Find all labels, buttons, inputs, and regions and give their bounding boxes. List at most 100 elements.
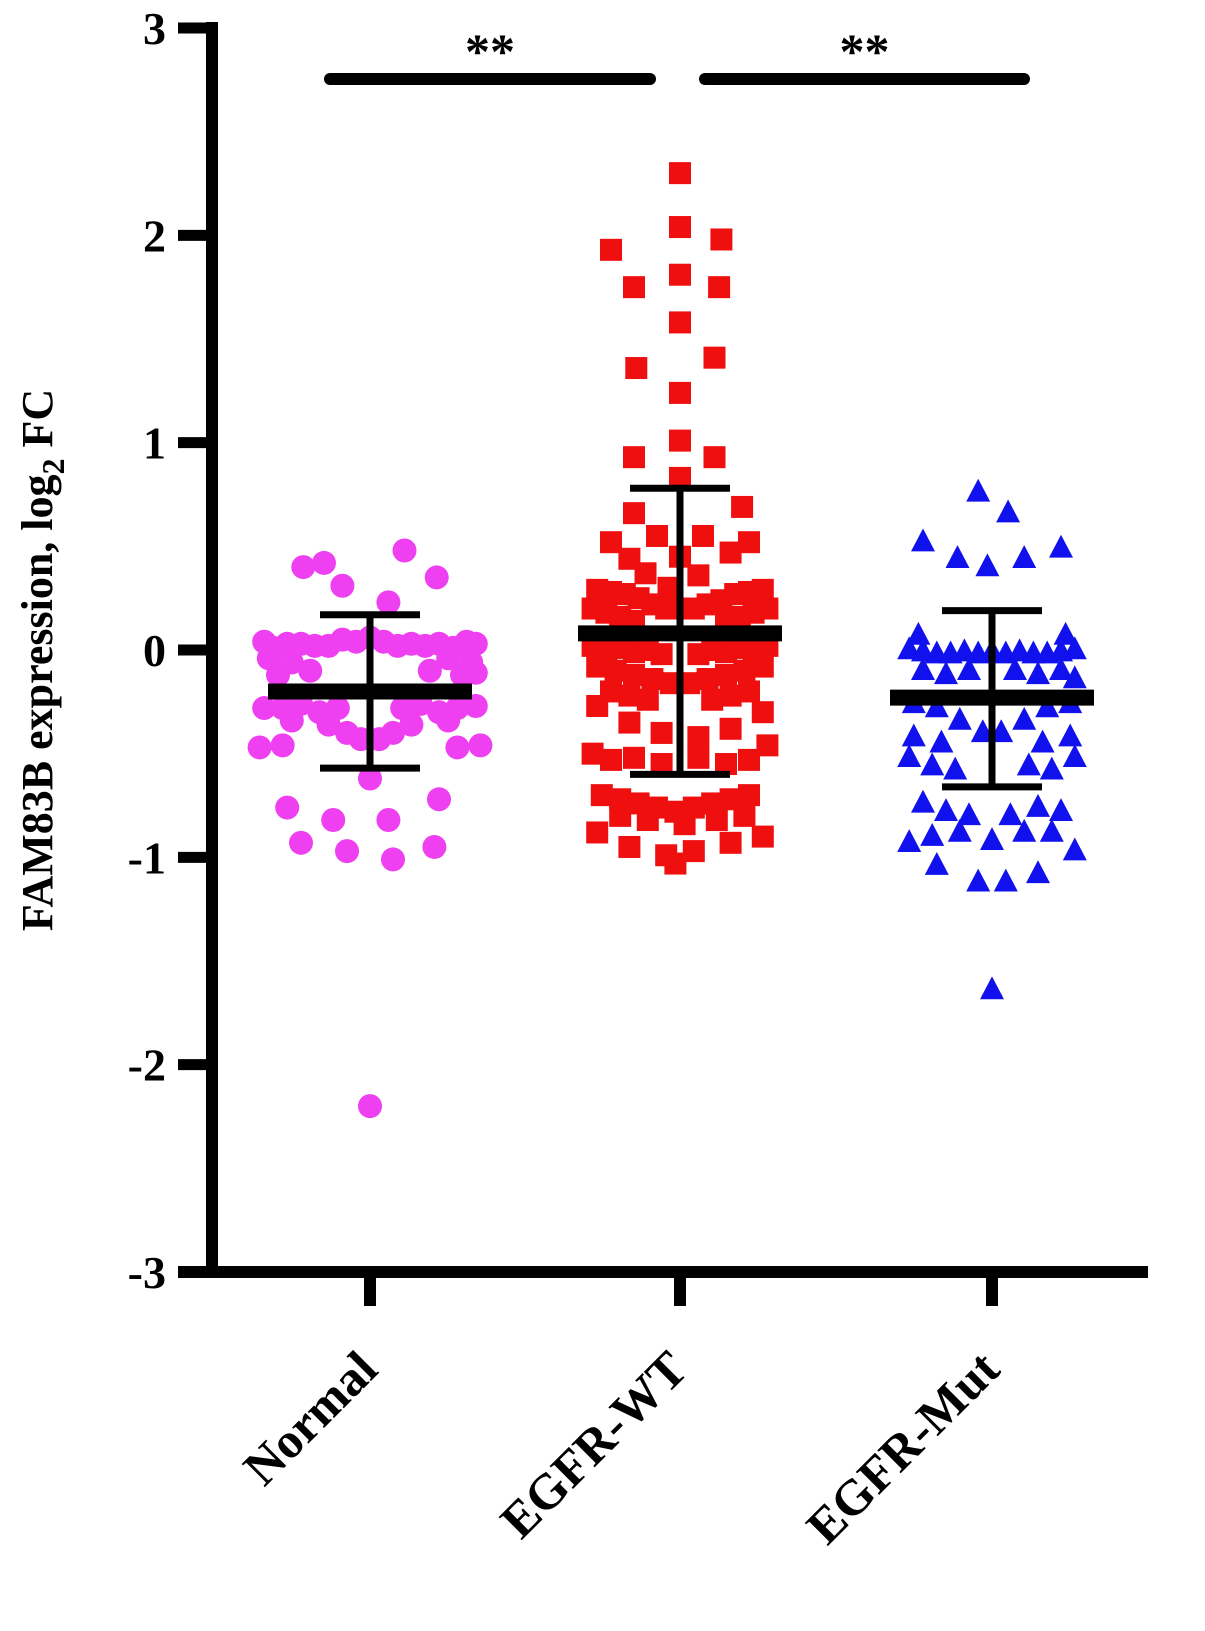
data-point [1062, 837, 1087, 861]
x-category-label: Normal [232, 1340, 388, 1496]
data-point [924, 694, 949, 718]
data-point [623, 446, 645, 469]
data-point [247, 735, 272, 760]
data-point [934, 798, 958, 821]
data-point [678, 672, 701, 695]
data-point [463, 660, 488, 685]
y-axis-label-subscript: 2 [35, 458, 71, 474]
data-point [687, 726, 710, 749]
data-point [715, 663, 737, 686]
x-category-label: EGFR-WT [489, 1340, 698, 1549]
data-point [1049, 534, 1073, 558]
data-point [751, 825, 774, 848]
data-point [920, 822, 945, 846]
data-point [252, 696, 277, 721]
data-point [275, 795, 300, 820]
data-point [581, 742, 604, 765]
data-point [330, 573, 355, 598]
data-point [945, 545, 970, 569]
y-tick-label: 1 [143, 418, 166, 469]
data-point [687, 746, 710, 769]
data-point [1026, 793, 1050, 817]
y-tick-label: -3 [128, 1247, 166, 1298]
y-axis-label-main: FAM83B expression, log [13, 474, 62, 931]
data-point [641, 668, 664, 691]
y-tick-label: -2 [128, 1040, 166, 1091]
data-point [756, 734, 779, 757]
data-point [657, 576, 680, 599]
data-point [586, 694, 609, 717]
data-point [669, 216, 691, 239]
data-point [705, 809, 728, 832]
data-point [738, 680, 760, 703]
data-point [655, 597, 678, 620]
data-point [929, 729, 954, 753]
data-point [710, 228, 733, 251]
data-point [1049, 657, 1073, 680]
data-point [623, 746, 645, 769]
data-point [266, 662, 290, 687]
data-point [911, 657, 935, 680]
data-point [897, 744, 922, 768]
data-point [669, 466, 691, 489]
data-point [934, 661, 958, 685]
data-point [1062, 636, 1087, 660]
data-point [335, 839, 359, 864]
data-point [703, 446, 726, 469]
data-point [719, 831, 742, 854]
data-point [376, 808, 401, 833]
data-point [463, 693, 488, 718]
data-point [738, 748, 760, 771]
data-point [358, 766, 382, 791]
data-point [901, 723, 926, 747]
data-point [669, 381, 691, 404]
data-point [664, 852, 687, 875]
data-point [650, 721, 673, 744]
data-point [957, 802, 981, 826]
data-point [1053, 621, 1078, 645]
data-point [646, 524, 668, 547]
y-tick-label: 2 [143, 210, 166, 261]
data-point [1003, 657, 1027, 680]
data-point [701, 688, 724, 711]
data-point [636, 809, 659, 832]
data-point [399, 712, 424, 737]
data-point [424, 565, 449, 590]
data-point [1062, 665, 1087, 689]
data-point [708, 276, 731, 299]
data-point [897, 829, 922, 853]
data-point [996, 499, 1021, 523]
data-point [756, 597, 779, 620]
data-point [998, 802, 1023, 826]
data-point [1026, 860, 1050, 884]
data-point [623, 502, 645, 525]
data-point [609, 788, 632, 811]
data-point [738, 531, 760, 554]
data-point [291, 555, 316, 580]
data-point [659, 672, 682, 695]
data-point [650, 643, 673, 666]
data-point [980, 976, 1004, 1000]
data-point [911, 789, 935, 813]
data-point [636, 688, 659, 711]
data-point [682, 840, 705, 863]
data-point [924, 851, 949, 875]
data-point [669, 311, 691, 334]
data-point [1026, 661, 1050, 685]
data-point [733, 804, 756, 827]
data-point [920, 752, 945, 776]
data-point [1012, 818, 1037, 842]
mean-sd-bars [268, 484, 1094, 791]
data-point [586, 821, 609, 844]
data-point [719, 684, 742, 707]
data-point [316, 712, 341, 737]
data-point [731, 495, 754, 518]
data-point [751, 655, 774, 678]
data-point [1039, 756, 1064, 780]
data-point [604, 659, 627, 682]
data-point [417, 658, 442, 683]
data-point [966, 478, 991, 502]
data-point [618, 835, 641, 858]
